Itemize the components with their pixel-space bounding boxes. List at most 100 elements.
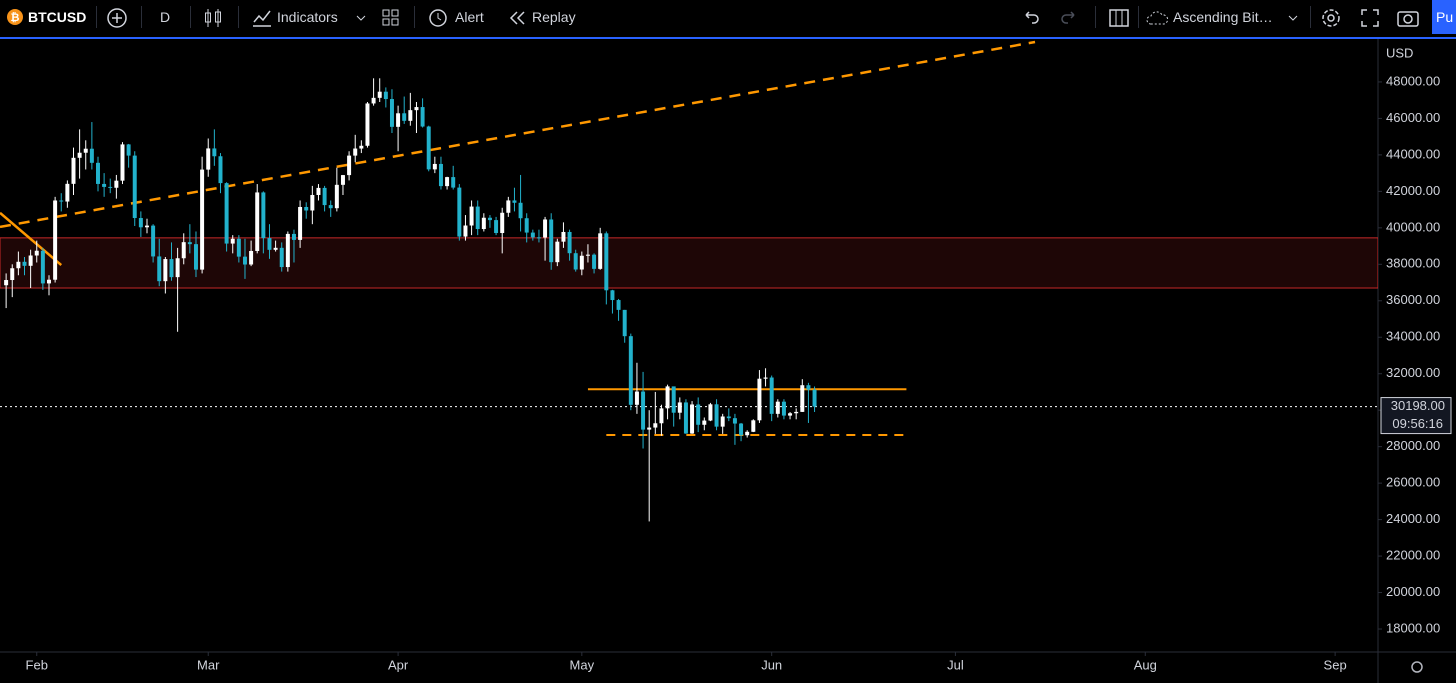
fullscreen-icon[interactable]	[1359, 7, 1381, 29]
candle-body	[40, 250, 45, 284]
candle-body	[230, 238, 235, 244]
candle-body	[702, 420, 707, 425]
settings-icon[interactable]	[1411, 661, 1423, 673]
chevron-icon[interactable]	[355, 12, 367, 24]
candle-body	[800, 385, 805, 412]
symbol-icon: ₿	[7, 9, 23, 25]
resistance-zone	[0, 237, 1378, 289]
candle-body	[65, 183, 70, 202]
indicators-button[interactable]: Indicators	[277, 9, 338, 25]
candle-body	[457, 187, 462, 237]
candle-body	[659, 408, 664, 424]
candle-body	[561, 231, 566, 242]
candle-body	[120, 144, 125, 181]
candle-body	[598, 233, 603, 269]
currency-label: USD	[1386, 45, 1413, 60]
candle-body	[249, 250, 254, 265]
candle-body	[169, 259, 174, 278]
candle-body	[242, 256, 247, 265]
candle-body	[22, 261, 27, 266]
candle-body	[83, 148, 88, 153]
symbol[interactable]: BTCUSD	[28, 9, 87, 25]
candle-body	[739, 423, 744, 436]
settings-icon[interactable]	[1320, 7, 1342, 29]
x-tick-label: Mar	[197, 657, 220, 672]
candle-body	[481, 217, 486, 230]
candle-body	[732, 418, 737, 424]
replay-icon[interactable]	[507, 7, 527, 29]
candle-body	[763, 377, 768, 379]
candle-body	[291, 233, 296, 240]
candle-body	[494, 220, 499, 234]
candle-body	[273, 247, 278, 250]
candle-body	[4, 280, 9, 286]
candle-body	[47, 279, 51, 284]
alert-button[interactable]: Alert	[455, 9, 484, 25]
candle-body	[389, 99, 394, 127]
indicators-icon[interactable]	[251, 7, 273, 29]
publish-button[interactable]: Pu	[1432, 0, 1456, 34]
screenshot-icon[interactable]	[1396, 7, 1420, 29]
candle-body	[769, 377, 774, 414]
candle-body	[108, 186, 113, 188]
candle-body	[408, 110, 413, 121]
y-tick-label: 34000.00	[1386, 329, 1440, 344]
layout-icon[interactable]	[1108, 7, 1130, 29]
candle-body	[788, 413, 793, 416]
add-symbol-icon[interactable]	[106, 7, 128, 29]
svg-text:₿: ₿	[11, 12, 20, 24]
candle-body	[445, 177, 450, 187]
candle-body	[653, 423, 658, 428]
candle-body	[236, 238, 241, 257]
candle-body	[622, 309, 627, 337]
alert-icon[interactable]	[427, 7, 449, 29]
y-tick-label: 32000.00	[1386, 365, 1440, 380]
candle-body	[512, 200, 517, 203]
chart-type-icon[interactable]	[203, 7, 223, 29]
templates-icon[interactable]	[380, 7, 402, 29]
layout-name[interactable]: Ascending Bit…	[1173, 9, 1273, 25]
x-tick-label: Jun	[761, 657, 782, 672]
candle-body	[671, 386, 676, 413]
candle-body	[634, 391, 639, 405]
candle-body	[138, 218, 143, 228]
interval[interactable]: D	[160, 9, 171, 25]
candle-body	[353, 148, 358, 156]
chevron-icon[interactable]	[1287, 12, 1299, 24]
y-tick-label: 18000.00	[1386, 620, 1440, 635]
candle-body	[806, 385, 811, 390]
candle-body	[279, 247, 284, 268]
y-tick-label: 42000.00	[1386, 183, 1440, 198]
candle-body	[604, 233, 609, 291]
replay-button[interactable]: Replay	[532, 9, 576, 25]
candle-body	[414, 107, 419, 111]
candle-body	[157, 256, 162, 282]
candle-body	[10, 268, 15, 281]
redo-icon[interactable]	[1058, 7, 1080, 29]
y-tick-label: 44000.00	[1386, 146, 1440, 161]
x-tick-label: Jul	[947, 657, 964, 672]
undo-icon[interactable]	[1020, 7, 1042, 29]
y-tick-label: 26000.00	[1386, 475, 1440, 490]
candle-body	[402, 113, 407, 121]
candle-body	[310, 194, 315, 211]
candle-body	[757, 378, 762, 421]
candle-body	[751, 420, 756, 432]
candle-body	[218, 156, 223, 184]
publish-label[interactable]: Pu	[1436, 9, 1454, 25]
candle-body	[573, 253, 578, 270]
candle-body	[524, 218, 529, 233]
candle-body	[89, 148, 94, 163]
candle-body	[543, 219, 548, 238]
candle-body	[175, 258, 180, 278]
trendline	[0, 40, 1036, 229]
candle-body	[690, 404, 695, 434]
candle-body	[420, 107, 425, 127]
candle-body	[298, 206, 303, 240]
candle-body	[794, 411, 799, 414]
y-tick-label: 28000.00	[1386, 438, 1440, 453]
candle-body	[334, 184, 339, 209]
